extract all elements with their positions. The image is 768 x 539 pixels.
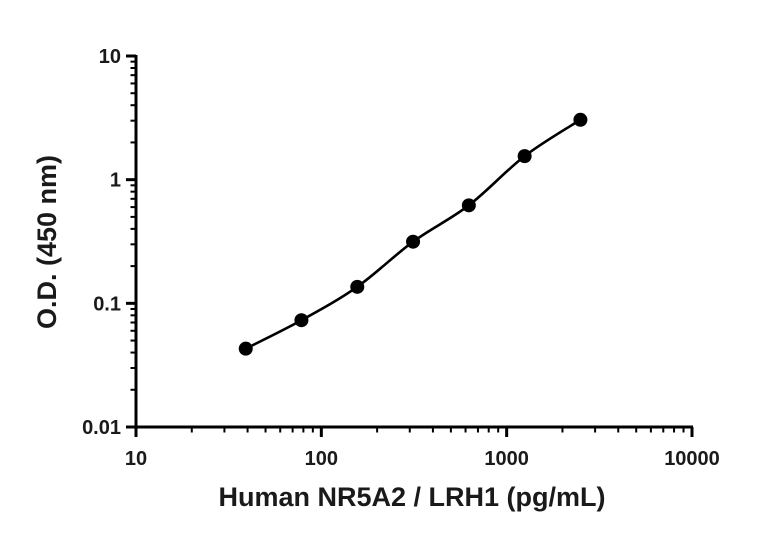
- y-axis-title: O.D. (450 nm): [32, 155, 62, 329]
- tick-labels: 0.01 0.1 1 10 10 100 1000 10000: [82, 46, 720, 470]
- x-tick-label: 10: [125, 448, 147, 470]
- data-point: [294, 313, 309, 328]
- axes: [134, 55, 693, 429]
- data-point: [350, 279, 365, 294]
- x-axis-title: Human NR5A2 / LRH1 (pg/mL): [218, 482, 605, 512]
- x-tick-label: 10000: [664, 448, 720, 470]
- y-tick-label: 1: [110, 170, 121, 192]
- x-tick-label: 1000: [484, 448, 529, 470]
- data-point: [406, 234, 421, 249]
- data-point: [573, 112, 588, 127]
- data-point: [238, 341, 253, 356]
- y-tick-label: 0.01: [82, 417, 121, 439]
- x-tick-label: 100: [305, 448, 338, 470]
- y-tick-label: 0.1: [93, 293, 121, 315]
- data-point: [517, 149, 532, 164]
- data-points: [238, 112, 588, 356]
- y-tick-label: 10: [99, 46, 121, 68]
- ticks: [126, 54, 694, 437]
- data-point: [461, 198, 476, 213]
